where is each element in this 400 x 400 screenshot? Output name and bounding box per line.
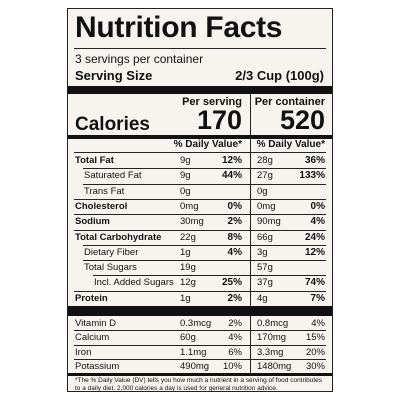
- serving-daily-value: 6%: [228, 346, 242, 358]
- row-rule: [83, 183, 326, 185]
- container-daily-value: 0%: [310, 200, 325, 212]
- container-daily-value: 12%: [304, 246, 325, 258]
- per-serving-label: Per serving: [182, 96, 242, 108]
- nutrient-name: Total Fat: [75, 155, 114, 166]
- container-amount: 3g: [257, 246, 268, 258]
- container-daily-value: 24%: [304, 231, 325, 243]
- container-amount: 0g: [257, 185, 268, 197]
- serving-daily-value: 44%: [221, 170, 242, 182]
- nutrient-name: Protein: [75, 292, 108, 304]
- footnote: *The % Daily Value (DV) tells you how mu…: [75, 377, 322, 392]
- container-daily-value: 30%: [305, 360, 325, 372]
- serving-amount: 0mg: [180, 200, 199, 212]
- serving-daily-value: 10%: [222, 360, 242, 372]
- serving-amount: 1g: [180, 292, 191, 304]
- nutrient-name: Sodium: [75, 216, 110, 228]
- title-rule: [74, 48, 326, 49]
- serving-amount: 9g: [180, 170, 191, 182]
- nutrient-name: Total Carbohydrate: [75, 231, 162, 243]
- row-rule: [74, 290, 326, 292]
- container-amount: 0mg: [257, 200, 276, 212]
- container-amount: 3.3mg: [257, 346, 284, 358]
- container-daily-value: 7%: [310, 292, 325, 304]
- nutrient-name: Total Sugars: [84, 262, 137, 274]
- dv-header-container: % Daily Value*: [256, 139, 325, 150]
- nutrient-name: Dietary Fiber: [84, 246, 139, 258]
- vitamin-name: Iron: [75, 346, 92, 358]
- thick-divider-top: [68, 86, 332, 94]
- column-divider: [250, 94, 251, 306]
- row-rule: [74, 229, 326, 231]
- serving-amount: 30mg: [180, 216, 204, 228]
- container-daily-value: 4%: [310, 216, 325, 228]
- serving-daily-value: 4%: [228, 332, 242, 344]
- row-rule: [74, 358, 326, 360]
- calories-label: Calories: [75, 114, 150, 135]
- serving-amount: 19g: [180, 262, 196, 274]
- label-title: Nutrition Facts: [75, 11, 283, 44]
- container-amount: 28g: [257, 155, 273, 166]
- vitamin-name: Vitamin D: [75, 318, 117, 329]
- container-daily-value: 74%: [304, 277, 325, 289]
- container-daily-value: 133%: [299, 170, 325, 182]
- row-rule: [74, 330, 326, 332]
- vitamin-name: Calcium: [75, 332, 110, 344]
- serving-amount: 60g: [180, 332, 196, 344]
- row-rule: [83, 260, 326, 262]
- serving-daily-value: 4%: [227, 246, 242, 258]
- container-daily-value: 20%: [305, 346, 325, 358]
- serving-amount: 0.3mcg: [180, 318, 212, 329]
- row-rule: [93, 275, 326, 277]
- serving-daily-value: 12%: [221, 155, 242, 166]
- vitamin-name: Potassium: [75, 360, 120, 372]
- container-amount: 66g: [257, 231, 273, 243]
- container-amount: 90mg: [257, 216, 281, 228]
- serving-amount: 490mg: [180, 360, 210, 372]
- serving-size-value: 2/3 Cup (100g): [235, 68, 324, 83]
- container-amount: 170mg: [257, 332, 287, 344]
- serving-daily-value: 0%: [227, 200, 242, 212]
- container-amount: 37g: [257, 277, 273, 289]
- nutrition-facts-label: Nutrition Facts 3 servings per container…: [67, 8, 333, 392]
- row-rule: [74, 344, 326, 346]
- servings-per-container: 3 servings per container: [75, 52, 204, 66]
- serving-amount: 12g: [180, 277, 196, 289]
- calories-per-serving: 170: [196, 105, 242, 135]
- row-rule: [74, 198, 326, 200]
- nutrient-name: Incl. Added Sugars: [94, 277, 174, 289]
- serving-amount: 1.1mg: [180, 346, 207, 358]
- container-amount: 57g: [257, 262, 273, 274]
- row-rule: [83, 168, 326, 170]
- dv-header-serving: % Daily Value*: [173, 139, 242, 150]
- container-amount: 0.8mcg: [257, 318, 289, 329]
- nutrient-name: Trans Fat: [84, 185, 125, 197]
- serving-size-label: Serving Size: [75, 68, 153, 83]
- container-daily-value: 15%: [305, 332, 325, 344]
- container-amount: 1480mg: [257, 360, 292, 372]
- serving-amount: 22g: [180, 231, 196, 243]
- container-daily-value: 36%: [304, 155, 325, 166]
- row-rule: [74, 214, 326, 216]
- footnote-divider: [68, 373, 332, 376]
- container-amount: 4g: [257, 292, 268, 304]
- serving-amount: 9g: [180, 155, 191, 166]
- serving-daily-value: 2%: [227, 292, 242, 304]
- dv-header-rule: [74, 152, 326, 153]
- row-rule: [83, 244, 326, 246]
- serving-daily-value: 2%: [228, 318, 242, 329]
- per-container-label: Per container: [254, 96, 325, 108]
- serving-amount: 0g: [180, 185, 191, 197]
- serving-daily-value: 2%: [227, 216, 242, 228]
- nutrient-name: Saturated Fat: [84, 170, 142, 182]
- serving-daily-value: 25%: [221, 277, 242, 289]
- calories-per-container: 520: [279, 105, 325, 135]
- calories-divider: [68, 135, 332, 139]
- thick-divider-vitamins: [68, 306, 332, 316]
- serving-amount: 1g: [180, 246, 191, 258]
- container-daily-value: 4%: [311, 318, 325, 329]
- container-amount: 27g: [257, 170, 273, 182]
- nutrient-name: Cholesterol: [75, 200, 128, 212]
- serving-daily-value: 8%: [227, 231, 242, 243]
